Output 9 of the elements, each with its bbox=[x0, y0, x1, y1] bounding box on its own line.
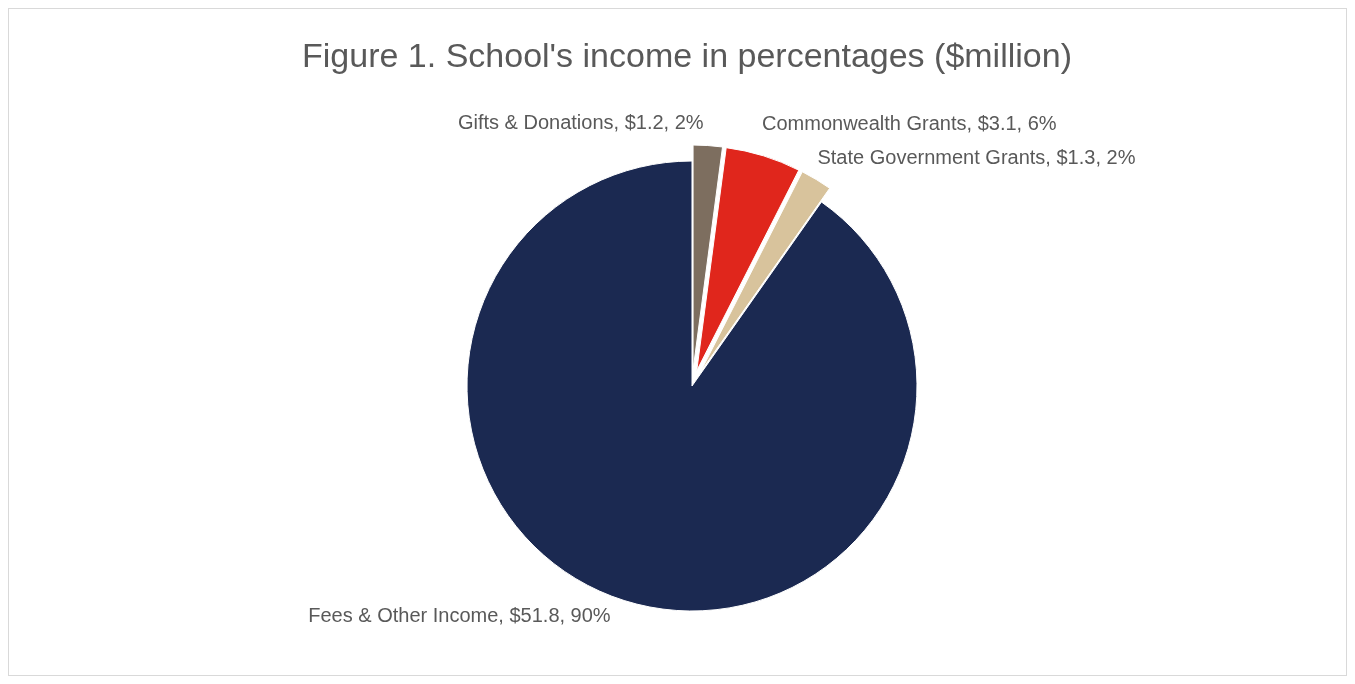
slice-label: State Government Grants bbox=[817, 146, 1046, 169]
data-label: , $3.1, 6% bbox=[966, 112, 1057, 135]
slice-label: Fees & Other Income bbox=[308, 604, 499, 627]
data-label: , $1.3, 2% bbox=[1045, 146, 1136, 169]
chart-title: Figure 1. School's income in percentages ($million) bbox=[302, 36, 1072, 74]
data-label: , $1.2, 2% bbox=[613, 110, 704, 133]
slice-label: Commonwealth Grants bbox=[762, 112, 967, 135]
data-label: , $51.8, 90% bbox=[498, 604, 611, 627]
slice-label: Gifts & Donations bbox=[457, 110, 614, 133]
